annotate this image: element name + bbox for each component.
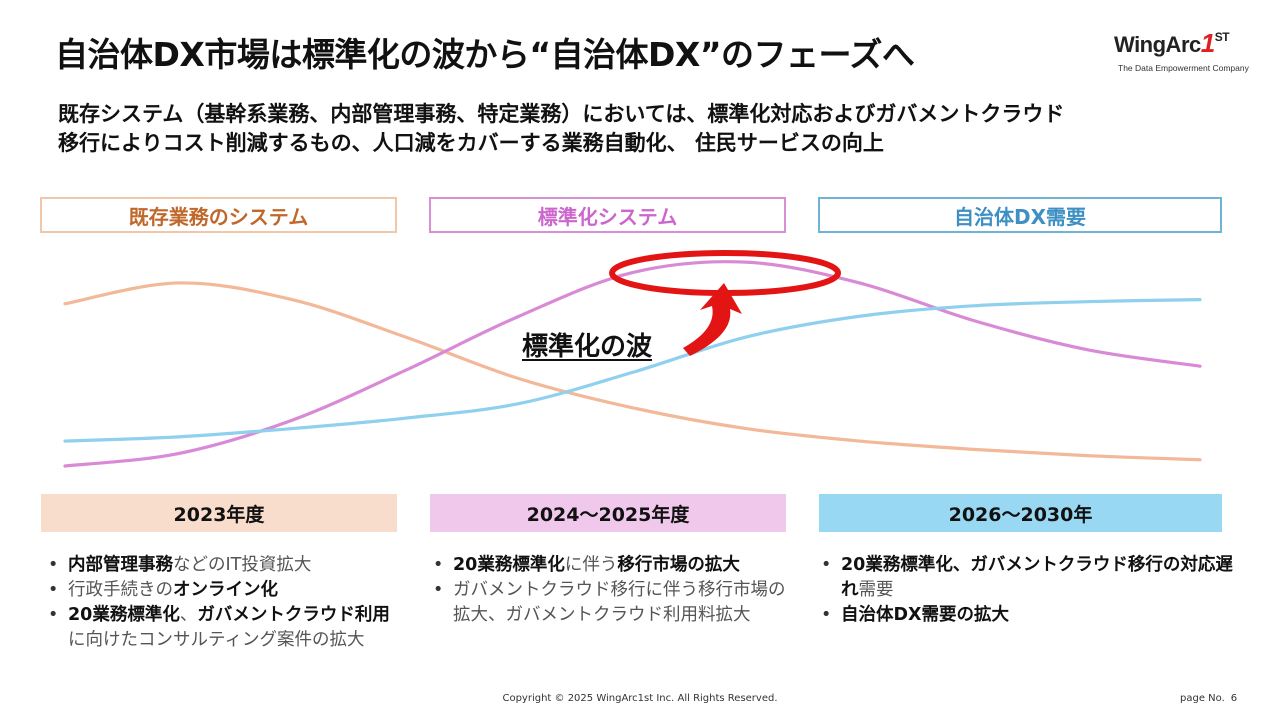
bullet-dot-icon: • <box>433 580 444 600</box>
slide-title: 自治体DX市場は標準化の波から“自治体DX”のフェーズへ <box>55 35 915 74</box>
bullet-item: • ガバメントクラウド移行に伴う移行市場の拡大、ガバメントクラウド利用料拡大 <box>427 578 797 628</box>
bullet-text: 行政手続きの <box>68 580 173 600</box>
page-number: page No. 6 <box>1180 693 1238 704</box>
bullet-dot-icon: • <box>48 580 59 600</box>
bullet-text-bold: ガバメントクラウド利用 <box>197 605 390 625</box>
bullet-dot-icon: • <box>821 605 832 625</box>
subtitle-line-2: 移行によりコスト削減するもの、人口減をカバーする業務自動化、 住民サービスの向上 <box>58 131 884 155</box>
bullet-list-2023: • 内部管理事務などのIT投資拡大 • 行政手続きのオンライン化 • 20業務標準化、ガバ… <box>42 553 397 653</box>
bullet-text: ガバメントクラウド移行に伴う移行市場の拡大、ガバメントクラウド利用料拡大 <box>453 580 786 625</box>
bullet-text: 需要 <box>858 580 894 600</box>
phase-box-standardization: 標準化システム <box>429 197 786 233</box>
bullet-item: • 行政手続きのオンライン化 <box>42 578 397 603</box>
bullet-dot-icon: • <box>433 555 444 575</box>
series-line-2 <box>63 260 1202 468</box>
company-logo: WingArc1ST The Data Empowerment Company <box>1110 22 1260 78</box>
phase-box-dx-demand: 自治体DX需要 <box>818 197 1222 233</box>
bullet-text-bold: 20業務標準化、ガバメントクラウド移行の対応遅れ <box>841 555 1233 600</box>
bullet-item: • 20業務標準化に伴う移行市場の拡大 <box>427 553 797 578</box>
year-bar-2026-2030: 2026～2030年 <box>819 494 1222 532</box>
year-bar-2023: 2023年度 <box>41 494 397 532</box>
bullet-text: 、 <box>179 605 198 625</box>
bullet-dot-icon: • <box>48 605 59 625</box>
bullet-list-2024-2025: • 20業務標準化に伴う移行市場の拡大 • ガバメントクラウド移行に伴う移行市場の拡大… <box>427 553 797 628</box>
bullet-dot-icon: • <box>821 555 832 575</box>
wave-annotation: 標準化の波 <box>522 332 653 362</box>
bullet-item: • 20業務標準化、ガバメントクラウド利用に向けたコンサルティング案件の拡大 <box>42 603 397 653</box>
subtitle-line-1: 既存システム（基幹系業務、内部管理事務、特定業務）においては、標準化対応およびガ… <box>58 102 1065 126</box>
slide-subtitle: 既存システム（基幹系業務、内部管理事務、特定業務）においては、標準化対応およびガ… <box>58 100 1238 158</box>
bullet-text-bold: 20業務標準化 <box>68 605 180 625</box>
logo-tagline: The Data Empowerment Company <box>1118 63 1249 73</box>
bullet-text-bold: 自治体DX需要の拡大 <box>841 605 1010 625</box>
phase-box-legacy: 既存業務のシステム <box>40 197 397 233</box>
bullet-text: に向けたコンサルティング案件の拡大 <box>68 630 365 650</box>
bullet-dot-icon: • <box>48 555 59 575</box>
year-bar-2024-2025: 2024～2025年度 <box>430 494 786 532</box>
bullet-text: に伴う <box>564 555 618 575</box>
bullet-text-bold: 20業務標準化 <box>453 555 565 575</box>
series-line-3 <box>63 298 1202 443</box>
logo-brand: WingArc1ST <box>1114 28 1230 58</box>
copyright-text: Copyright © 2025 WingArc1st Inc. All Rig… <box>502 693 778 704</box>
series-layer <box>63 260 1202 468</box>
bullet-list-2026-2030: • 20業務標準化、ガバメントクラウド移行の対応遅れ需要 • 自治体DX需要の拡大 <box>815 553 1235 628</box>
series-line-1 <box>63 281 1202 462</box>
bullet-text-bold: 内部管理事務 <box>68 555 173 575</box>
bullet-item: • 内部管理事務などのIT投資拡大 <box>42 553 397 578</box>
bullet-text-bold: オンライン化 <box>173 580 278 600</box>
bullet-item: • 自治体DX需要の拡大 <box>815 603 1235 628</box>
bullet-text: などのIT投資拡大 <box>173 555 312 575</box>
bullet-text-bold: 移行市場の拡大 <box>617 555 740 575</box>
up-arrow-icon <box>683 283 742 356</box>
bullet-item: • 20業務標準化、ガバメントクラウド移行の対応遅れ需要 <box>815 553 1235 603</box>
